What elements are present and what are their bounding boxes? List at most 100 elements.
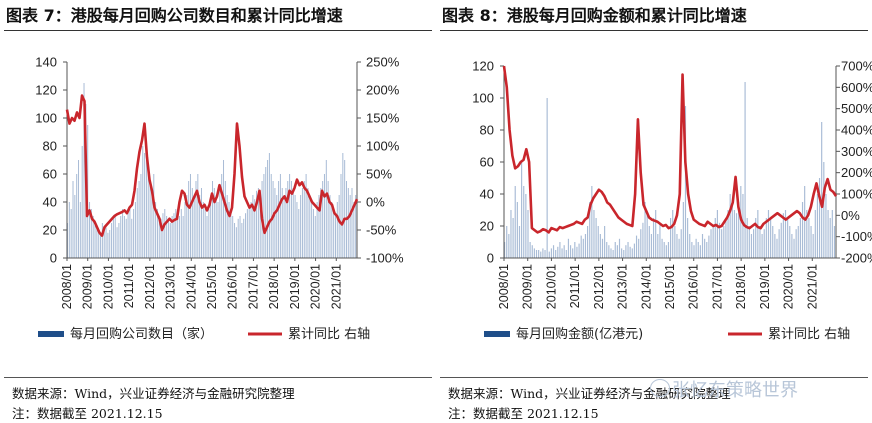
bar [300,195,302,258]
bar [670,218,672,258]
bar [806,210,808,258]
bar [208,209,210,258]
bar [716,210,718,258]
bar [633,243,635,258]
bar [101,223,103,258]
chart-panel-left: 图表 7：港股每月回购公司数目和累计同比增速 0 20 40 60 80 100 120 14… [4,6,432,421]
chart-title: 图表 8：港股每月回购金额和累计同比增速 [442,6,747,25]
legend-bar-swatch [484,331,510,337]
bar [744,82,746,258]
bar [127,213,129,258]
bar [595,218,597,258]
bar [667,242,670,258]
bar [729,194,731,258]
bar [533,248,535,258]
bar [318,195,320,258]
bar [167,218,169,258]
bar [572,248,574,258]
bar [349,195,351,258]
bar [215,195,217,258]
bar [193,195,195,258]
bar [625,245,627,258]
left-tick-label: 120 [472,59,494,74]
bar [525,194,527,258]
x-tick-label: 2016/01 [226,264,240,309]
bar [527,210,529,258]
bar [584,234,587,258]
x-tick-label: 2016/01 [687,264,701,309]
bar [706,242,708,258]
bar [325,160,327,258]
bar [252,195,254,258]
bar [344,160,346,258]
legend-line-label: 累计同比 右轴 [288,327,370,342]
bar [296,202,298,258]
bar [156,209,158,258]
bar [155,202,157,258]
bar [111,223,113,258]
bar [263,174,265,258]
x-tick-label: 2017/01 [246,264,260,309]
bar [243,218,245,258]
bar [795,229,797,258]
bar [614,242,616,258]
bar [245,213,247,258]
bar [162,213,164,258]
bar [661,238,663,258]
bar [665,245,667,258]
bar [283,195,285,258]
bar [712,226,714,258]
bar [329,195,331,258]
bar [567,238,570,258]
bar [312,209,314,258]
bar [241,223,243,258]
bar-series [67,83,357,258]
right-tick-label: 150% [366,111,400,126]
bar [755,218,757,258]
bar [257,188,259,258]
bar [506,226,508,258]
bar [347,188,349,258]
bar [610,248,612,258]
bar [776,238,778,258]
bar [799,218,801,258]
bar [597,226,599,258]
bar [81,146,83,258]
bar [353,202,355,258]
bar [810,226,812,258]
bar [219,188,221,258]
x-tick-label: 2018/01 [734,264,748,309]
bar [674,226,676,258]
bar [234,223,236,258]
bar [593,210,595,258]
bar [217,202,219,258]
bar [652,218,655,258]
bar [804,186,806,258]
left-tick-label: 60 [480,155,494,170]
bar [276,195,278,258]
bar [531,245,533,258]
bar [576,246,578,258]
bar [122,209,124,258]
right-tick-label: 0% [366,195,385,210]
x-tick-label: 2014/01 [184,264,198,309]
bar [761,234,763,258]
footer-rule [4,377,432,378]
bar [587,226,589,258]
bar [228,202,230,258]
left-tick-label: 40 [43,195,57,210]
bar [287,181,289,258]
x-tick-label: 2010/01 [101,264,115,309]
bar [67,223,69,258]
legend-bar-swatch [38,331,64,337]
bar-series [504,82,836,258]
x-tick-label: 2012/01 [592,264,606,309]
bar [642,222,644,258]
bar [780,222,782,258]
x-tick-label: 2011/01 [122,264,136,308]
title-rule [4,30,432,31]
bar [738,202,740,258]
bar [270,174,272,258]
bar [114,216,116,258]
bar [340,174,342,258]
